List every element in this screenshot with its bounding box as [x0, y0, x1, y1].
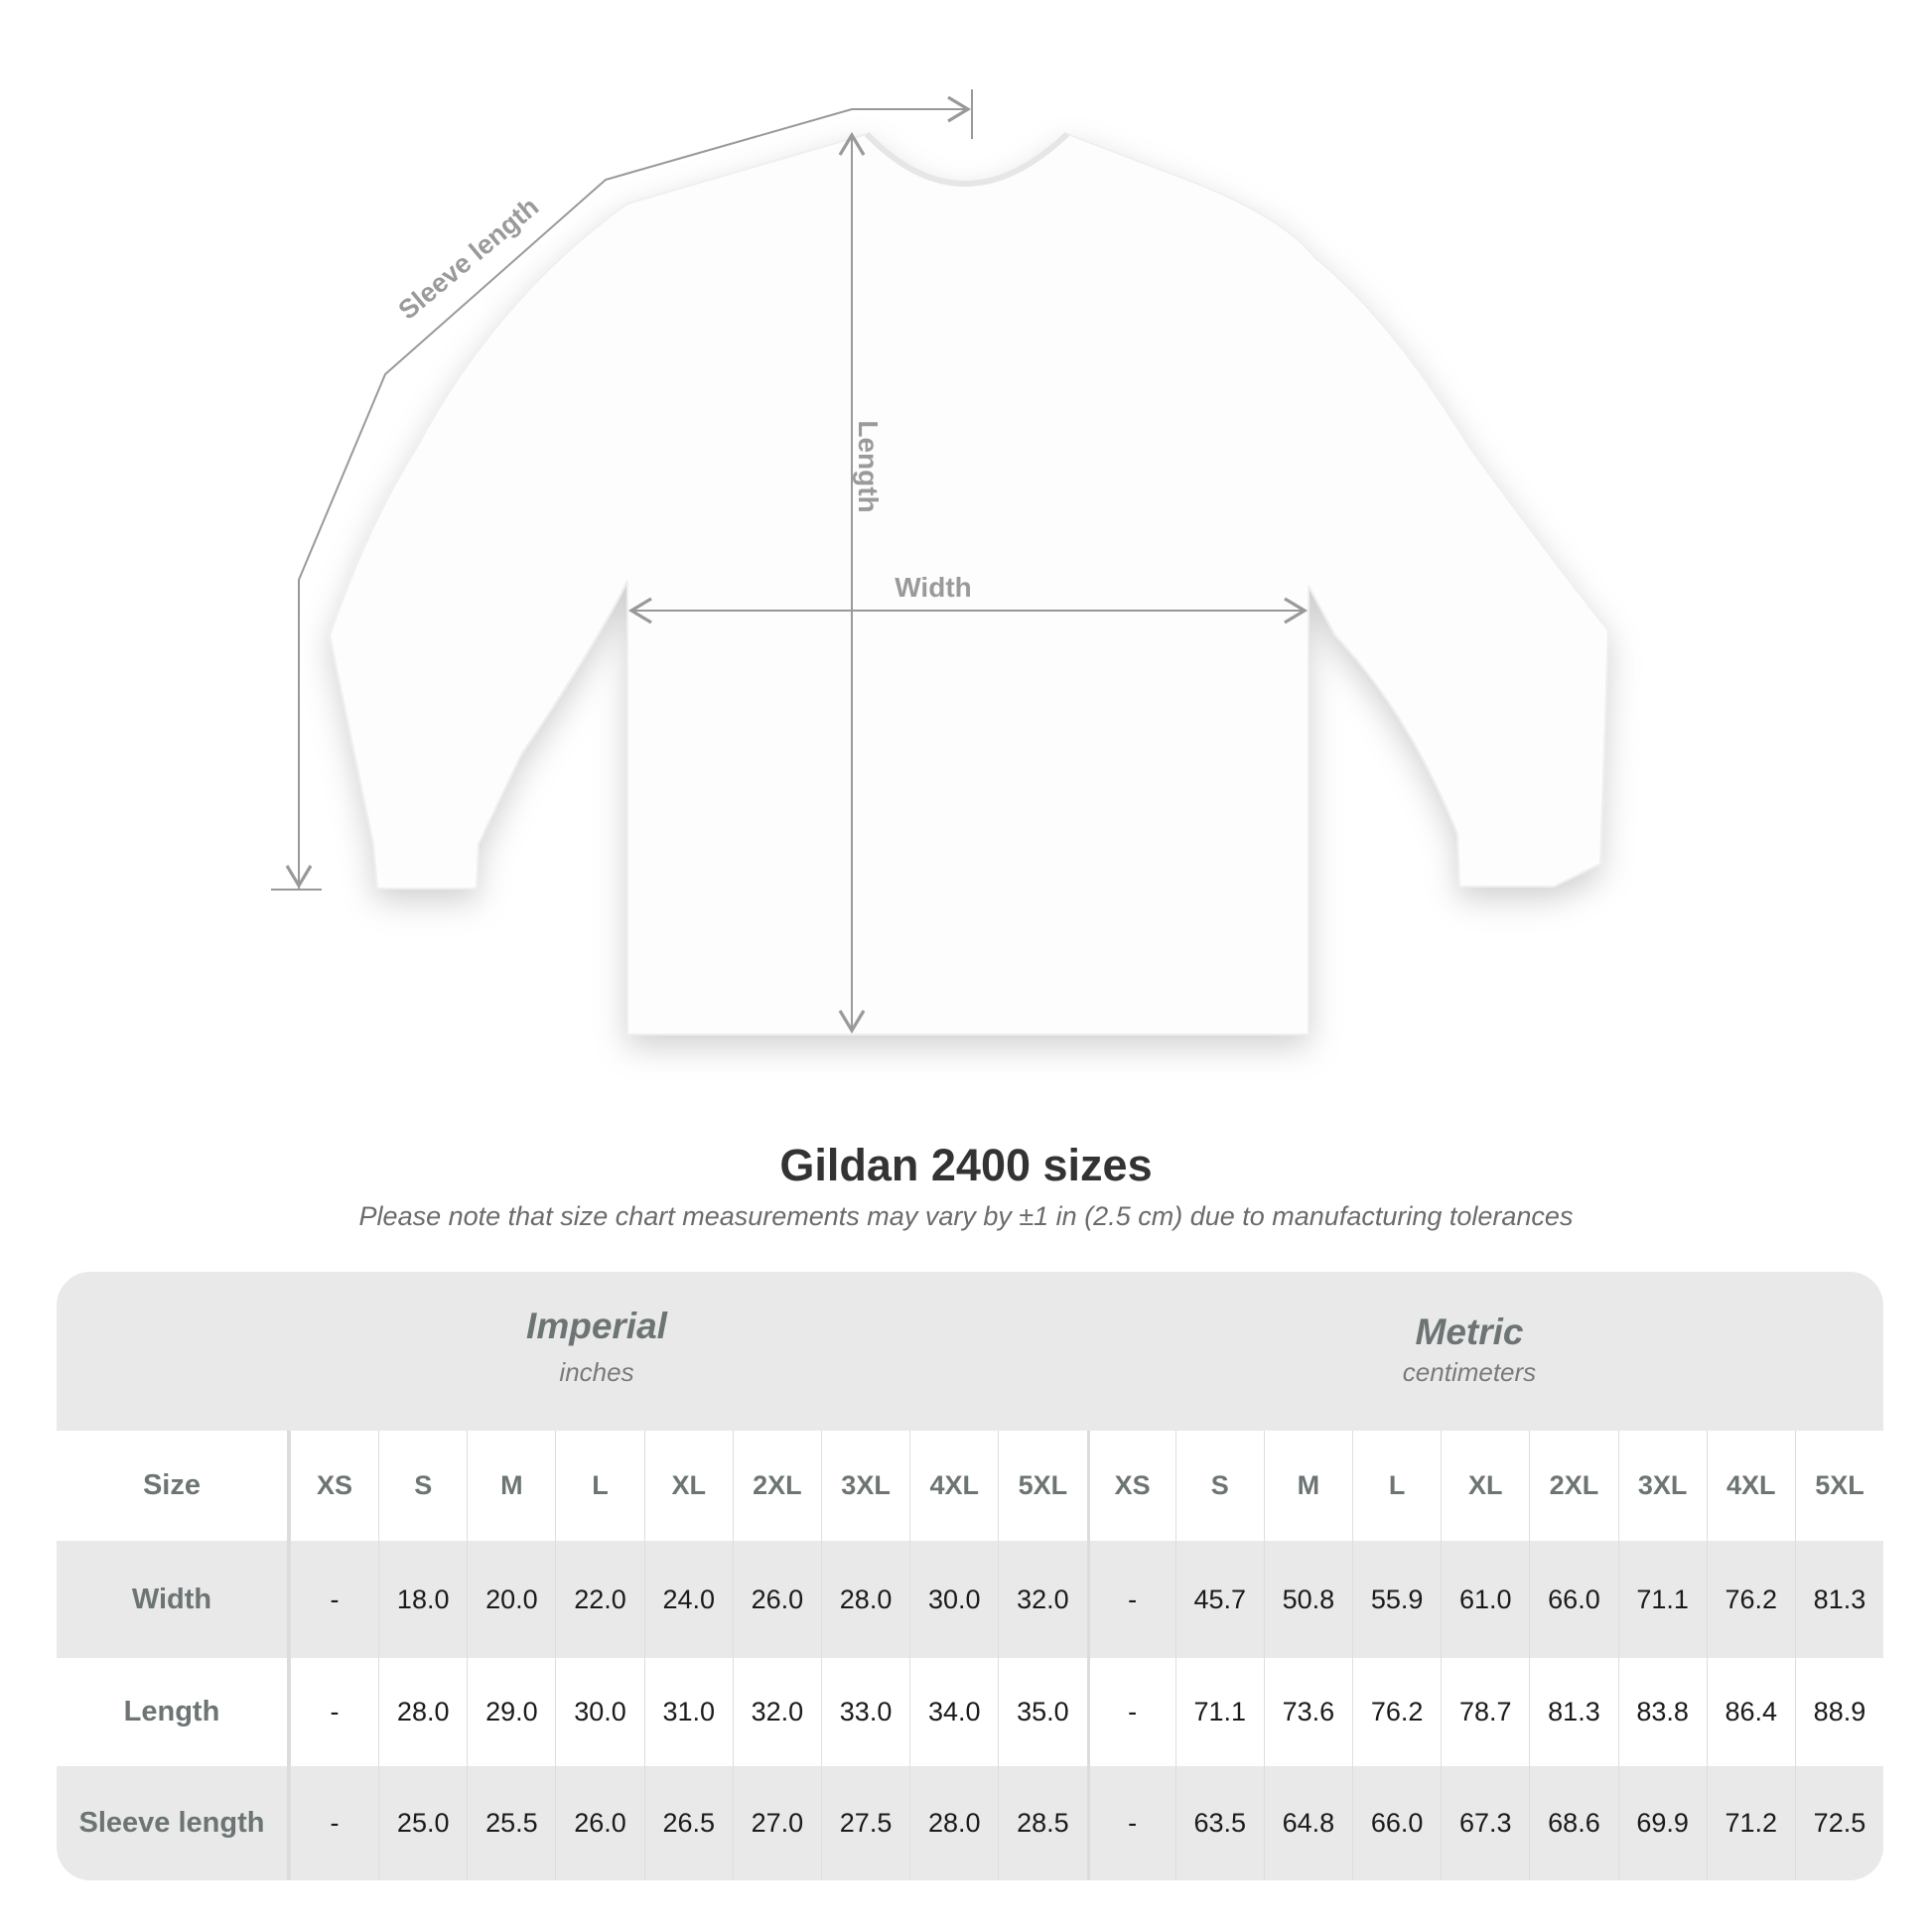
- value-cell: 66.0: [1529, 1541, 1617, 1658]
- value-cell: -: [289, 1541, 378, 1658]
- value-cell: -: [289, 1658, 378, 1766]
- value-cell: 69.9: [1617, 1766, 1707, 1880]
- value-cell: 31.0: [643, 1658, 733, 1766]
- value-cell: 20.0: [467, 1541, 555, 1658]
- width-label: Width: [895, 572, 972, 603]
- size-header-cell: 4XL: [909, 1431, 998, 1541]
- size-header-cell: L: [1352, 1431, 1441, 1541]
- value-cell: 83.8: [1617, 1658, 1707, 1766]
- value-cell: 72.5: [1794, 1766, 1883, 1880]
- size-header-cell: S: [1174, 1431, 1264, 1541]
- value-cell: 86.4: [1706, 1658, 1795, 1766]
- value-cell: 64.8: [1263, 1766, 1352, 1880]
- value-cell: 78.7: [1441, 1658, 1529, 1766]
- value-cell: 76.2: [1352, 1658, 1441, 1766]
- value-cell: 29.0: [467, 1658, 555, 1766]
- value-cell: 28.0: [820, 1541, 909, 1658]
- unit-header-band: Imperial inches Metric centimeters: [57, 1272, 1883, 1431]
- size-header-cell: 5XL: [1794, 1431, 1883, 1541]
- value-cell: 27.5: [820, 1766, 909, 1880]
- value-cell: -: [1086, 1658, 1175, 1766]
- value-cell: 28.0: [909, 1766, 998, 1880]
- value-cell: 71.2: [1706, 1766, 1795, 1880]
- value-cell: 63.5: [1174, 1766, 1264, 1880]
- table-row: Width -18.0 20.0 22.0 24.0 26.0 28.0 30.0 32.0-4…: [57, 1541, 1883, 1658]
- value-cell: 27.0: [732, 1766, 821, 1880]
- value-cell: 35.0: [998, 1658, 1086, 1766]
- size-header-cell: XS: [1086, 1431, 1175, 1541]
- value-cell: 73.6: [1263, 1658, 1352, 1766]
- value-cell: 55.9: [1352, 1541, 1441, 1658]
- row-label: Sleeve length: [57, 1766, 290, 1880]
- size-header-cell: L: [555, 1431, 643, 1541]
- value-cell: 45.7: [1174, 1541, 1264, 1658]
- value-cell: 22.0: [555, 1541, 643, 1658]
- size-header-row: Size XS S M L XL 2XL 3XL 4XL 5XL XS S M L XL 2XL 3XL 4XL…: [57, 1431, 1883, 1541]
- value-cell: 71.1: [1617, 1541, 1707, 1658]
- value-cell: 34.0: [909, 1658, 998, 1766]
- shirt-diagram: Sleeve length Length Width: [271, 89, 1610, 1035]
- imperial-header: Imperial inches: [526, 1306, 667, 1387]
- size-header-cell: 2XL: [732, 1431, 821, 1541]
- size-header-cell: M: [467, 1431, 555, 1541]
- value-cell: 66.0: [1352, 1766, 1441, 1880]
- value-cell: -: [1086, 1541, 1175, 1658]
- row-label: Length: [57, 1658, 290, 1766]
- size-table: Imperial inches Metric centimeters Size …: [57, 1272, 1883, 1880]
- value-cell: 76.2: [1706, 1541, 1795, 1658]
- value-cell: 81.3: [1794, 1541, 1883, 1658]
- value-cell: 24.0: [643, 1541, 733, 1658]
- metric-header: Metric centimeters: [1402, 1311, 1537, 1387]
- length-label: Length: [853, 420, 884, 512]
- value-cell: 26.0: [555, 1766, 643, 1880]
- value-cell: 18.0: [378, 1541, 467, 1658]
- page-title: Gildan 2400 sizes: [779, 1140, 1153, 1190]
- value-cell: -: [1086, 1766, 1175, 1880]
- value-cell: 28.5: [998, 1766, 1086, 1880]
- value-cell: 26.5: [643, 1766, 733, 1880]
- value-cell: 88.9: [1794, 1658, 1883, 1766]
- value-cell: 67.3: [1441, 1766, 1529, 1880]
- value-cell: 32.0: [732, 1658, 821, 1766]
- shirt-shape: [328, 132, 1610, 1035]
- value-cell: 50.8: [1263, 1541, 1352, 1658]
- size-header-cell: 3XL: [820, 1431, 909, 1541]
- size-header-cell: XL: [1441, 1431, 1529, 1541]
- size-header-cell: 2XL: [1529, 1431, 1617, 1541]
- value-cell: 30.0: [555, 1658, 643, 1766]
- value-cell: 30.0: [909, 1541, 998, 1658]
- size-header-cell: M: [1263, 1431, 1352, 1541]
- tolerance-note: Please note that size chart measurements…: [358, 1201, 1574, 1231]
- value-cell: 71.1: [1174, 1658, 1264, 1766]
- size-header-cell: 4XL: [1706, 1431, 1795, 1541]
- value-cell: 32.0: [998, 1541, 1086, 1658]
- row-label: Width: [57, 1541, 290, 1658]
- size-header-cell: XS: [289, 1431, 378, 1541]
- value-cell: 25.0: [378, 1766, 467, 1880]
- value-cell: 28.0: [378, 1658, 467, 1766]
- size-header-cell: XL: [643, 1431, 733, 1541]
- table-row: Length -28.0 29.0 30.0 31.0 32.0 33.0 34.0 35.0-…: [57, 1658, 1883, 1766]
- value-cell: 61.0: [1441, 1541, 1529, 1658]
- size-header-cell: 3XL: [1617, 1431, 1707, 1541]
- value-cell: -: [289, 1766, 378, 1880]
- value-cell: 26.0: [732, 1541, 821, 1658]
- value-cell: 33.0: [820, 1658, 909, 1766]
- size-header-cell: 5XL: [998, 1431, 1086, 1541]
- size-header-cell: S: [378, 1431, 467, 1541]
- table-row: Sleeve length -25.0 25.5 26.0 26.5 27.0 27.5 28…: [57, 1766, 1883, 1880]
- value-cell: 68.6: [1529, 1766, 1617, 1880]
- size-header-label: Size: [57, 1431, 290, 1541]
- value-cell: 25.5: [467, 1766, 555, 1880]
- value-cell: 81.3: [1529, 1658, 1617, 1766]
